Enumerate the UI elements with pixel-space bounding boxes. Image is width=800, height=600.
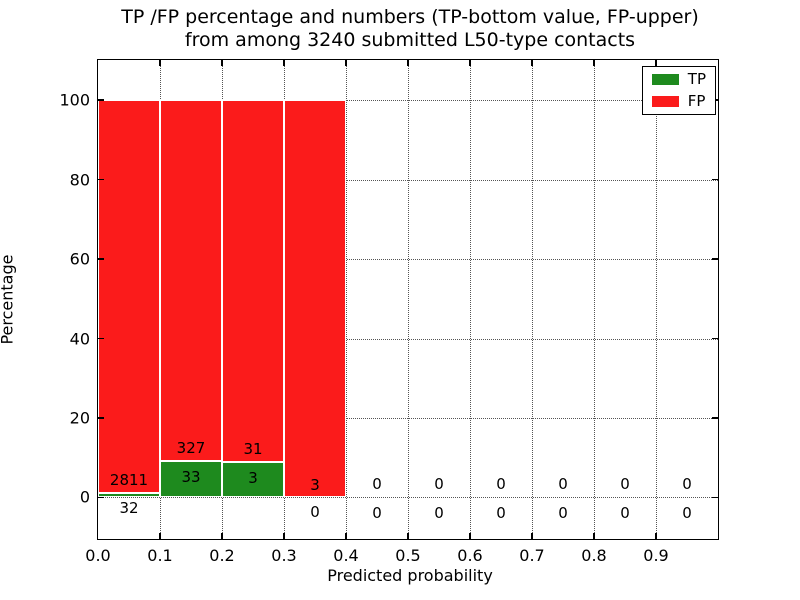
tp-count-annotation: 0: [496, 503, 506, 522]
fp-color-swatch: [651, 96, 679, 107]
tp-count-annotation: 0: [310, 503, 320, 522]
y-tick-mark-right: [712, 178, 718, 181]
x-tick-label: 0.5: [395, 546, 421, 565]
fp-count-annotation: 3: [310, 476, 320, 495]
y-tick-label: 40: [69, 329, 90, 349]
x-tick-mark-top: [655, 60, 657, 66]
x-tick-mark-top: [345, 60, 347, 66]
bar-fp-segment: [160, 100, 222, 462]
x-tick-label: 0.2: [209, 546, 235, 565]
y-tick-label: 0: [79, 487, 90, 507]
bar-fp-segment: [284, 100, 346, 498]
y-tick-mark-right: [712, 337, 718, 340]
x-tick-label: 0.0: [85, 546, 111, 565]
fp-count-annotation: 31: [243, 440, 263, 458]
chart-title: TP /FP percentage and numbers (TP-bottom…: [0, 6, 800, 52]
x-axis-label: Predicted probability: [327, 566, 493, 585]
x-tick-mark-bottom: [345, 533, 347, 539]
tp-count-annotation: 0: [372, 503, 382, 522]
x-gridline: [408, 60, 409, 539]
x-gridline: [532, 60, 533, 539]
chart-title-line2: from among 3240 submitted L50-type conta…: [184, 29, 636, 51]
x-gridline: [594, 60, 595, 539]
y-tick-mark-left: [98, 258, 104, 260]
bar-fp-segment: [222, 100, 284, 463]
x-tick-label: 0.1: [147, 546, 173, 565]
x-tick-label: 0.3: [271, 546, 297, 565]
fp-count-annotation: 2811: [109, 470, 149, 489]
chart-title-line1: TP /FP percentage and numbers (TP-bottom…: [121, 6, 699, 28]
x-gridline: [470, 60, 471, 539]
x-tick-mark-top: [283, 60, 285, 66]
legend-item-tp: TP: [651, 70, 706, 88]
x-tick-mark-bottom: [655, 533, 657, 539]
legend-label-fp: FP: [687, 92, 706, 110]
x-tick-mark-top: [469, 60, 471, 66]
x-tick-label: 0.8: [581, 546, 607, 565]
tp-count-annotation: 3: [248, 469, 258, 487]
x-tick-label: 0.9: [643, 546, 669, 565]
y-tick-mark-right: [712, 417, 718, 419]
x-gridline: [346, 60, 347, 539]
tp-count-annotation: 0: [558, 503, 568, 522]
x-tick-mark-top: [159, 60, 161, 66]
x-tick-mark-bottom: [407, 533, 409, 539]
y-tick-label: 100: [59, 90, 90, 110]
tp-count-annotation: 0: [434, 503, 444, 522]
legend: TP FP: [641, 66, 716, 115]
tp-count-annotation: 0: [620, 503, 630, 522]
bar-fp-segment: [98, 100, 160, 493]
y-tick-mark-left: [98, 178, 104, 181]
tp-count-annotation: 0: [682, 503, 692, 522]
x-tick-label: 0.7: [519, 546, 545, 565]
tp-color-swatch: [651, 74, 679, 85]
plot-area: 2811 32 327 33 31 3 3 0 0 0 0 0 0 0 0 0 0 0 0 0 TP FP 0 20 40…: [59, 59, 719, 565]
x-tick-mark-bottom: [593, 533, 595, 539]
x-tick-label: 0.4: [333, 546, 359, 565]
fp-count-annotation: 0: [620, 474, 630, 493]
fp-count-annotation: 0: [496, 474, 506, 493]
y-tick-mark-left: [98, 337, 104, 340]
x-tick-mark-top: [593, 60, 595, 66]
x-tick-mark-bottom: [283, 533, 285, 539]
y-tick-mark-left: [98, 496, 104, 499]
fp-count-annotation: 0: [558, 474, 568, 493]
y-axis-label: Percentage: [0, 254, 17, 345]
y-tick-mark-right: [712, 496, 718, 499]
x-tick-label: 0.6: [457, 546, 483, 565]
fp-count-annotation: 0: [434, 474, 444, 493]
y-tick-label: 60: [69, 249, 90, 269]
bar-tp-segment: [160, 461, 222, 498]
fp-count-annotation: 327: [176, 438, 206, 457]
fp-count-annotation: 0: [682, 474, 692, 493]
tp-count-annotation: 33: [181, 467, 201, 486]
x-gridline: [656, 60, 657, 539]
bar-tp-segment: [222, 462, 284, 498]
legend-item-fp: FP: [651, 92, 706, 110]
x-tick-mark-bottom: [221, 533, 223, 539]
y-tick-mark-right: [712, 258, 718, 260]
tp-count-annotation: 32: [119, 498, 139, 517]
y-tick-label: 80: [69, 170, 90, 190]
fp-count-annotation: 0: [372, 474, 382, 493]
x-tick-mark-top: [221, 60, 223, 66]
x-tick-mark-top: [407, 60, 409, 66]
bar-tp-segment: [98, 492, 160, 498]
x-tick-mark-bottom: [159, 533, 161, 539]
x-tick-mark-bottom: [469, 533, 471, 539]
x-tick-mark-bottom: [531, 533, 533, 539]
y-tick-mark-left: [98, 99, 104, 101]
y-tick-label: 20: [69, 408, 90, 428]
x-tick-mark-top: [531, 60, 533, 66]
legend-label-tp: TP: [687, 70, 706, 88]
y-tick-mark-left: [98, 417, 104, 419]
